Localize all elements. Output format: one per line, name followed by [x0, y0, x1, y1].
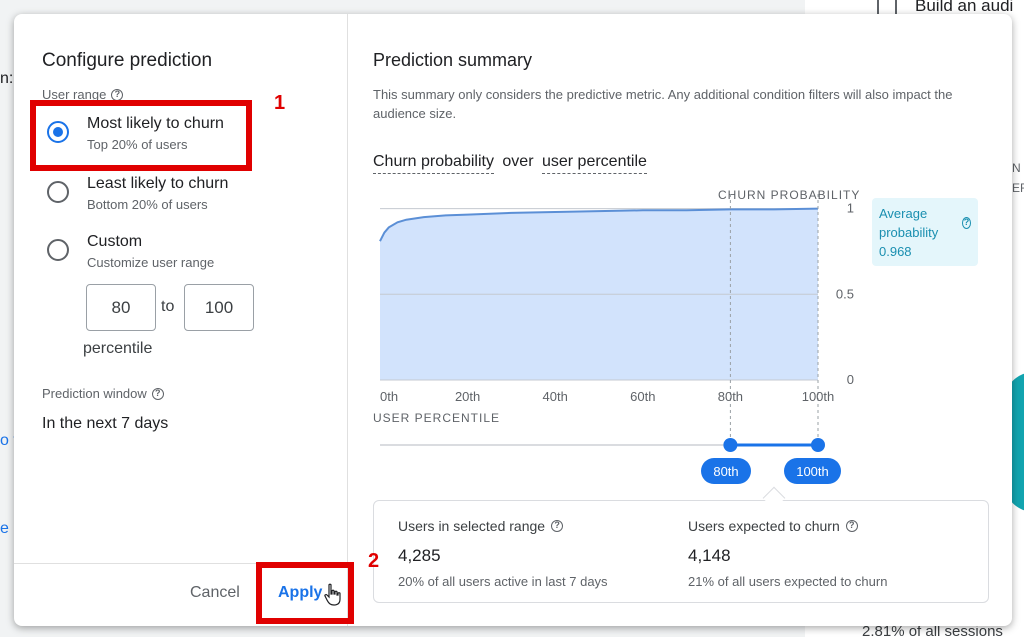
apply-button[interactable]: Apply — [278, 584, 323, 601]
stat-label: Users in selected range — [398, 518, 546, 534]
to-text: to — [161, 298, 175, 315]
option-most-likely[interactable]: Most likely to churn Top 20% of users — [47, 115, 224, 152]
x-tick-label: 20th — [455, 389, 480, 404]
slider-high-label[interactable]: 100th — [784, 458, 841, 484]
percentile-text: percentile — [83, 340, 153, 357]
radio-least-likely[interactable] — [47, 181, 69, 203]
stats-card: Users in selected range ? 4,285 20% of a… — [373, 500, 989, 603]
prediction-window-label: Prediction window ? — [42, 386, 164, 401]
average-probability-box: Average probability ? 0.968 — [872, 198, 978, 266]
stat-sub: 20% of all users active in last 7 days — [398, 574, 608, 589]
x-tick-label: 0th — [380, 389, 398, 404]
background-sessions-text: 2.81% of all sessions — [862, 623, 1003, 637]
churn-chart: 0 0.5 1 0th 20th 40th 60th 80th 100th — [379, 194, 854, 452]
configure-title: Configure prediction — [42, 50, 213, 71]
summary-description: This summary only considers the predicti… — [373, 87, 953, 121]
footer-divider — [14, 563, 348, 564]
chart-title-metric[interactable]: Churn probability — [373, 153, 494, 174]
annotation-number-2: 2 — [368, 550, 380, 572]
radio-most-likely[interactable] — [47, 121, 69, 143]
custom-from-input[interactable]: 80 — [86, 284, 156, 331]
annotation-box-2 — [256, 562, 354, 624]
help-icon[interactable]: ? — [845, 520, 858, 532]
prediction-dialog: Configure prediction User range ? Most l… — [14, 14, 1012, 626]
hand-cursor-icon — [324, 583, 341, 606]
help-icon[interactable]: ? — [551, 520, 564, 532]
chart-title-over: over — [502, 153, 534, 170]
annotation-number-1: 1 — [274, 92, 286, 114]
chart-title-dimension[interactable]: user percentile — [541, 153, 647, 174]
background-left-text: n: — [0, 70, 14, 87]
stat-value: 4,285 — [398, 546, 441, 565]
chart-title: Churn probability over user percentile — [373, 153, 647, 174]
option-sub: Top 20% of users — [87, 137, 188, 152]
option-label: Most likely to churn — [87, 115, 224, 132]
stat-users-churn: Users expected to churn ? 4,148 21% of a… — [688, 518, 887, 589]
average-probability-value: 0.968 — [879, 244, 912, 259]
slider-high-handle[interactable] — [811, 438, 825, 452]
prediction-window-value: In the next 7 days — [42, 415, 169, 432]
stat-label: Users expected to churn — [688, 518, 840, 534]
configure-pane: Configure prediction User range ? Most l… — [14, 14, 348, 626]
cancel-button[interactable]: Cancel — [190, 584, 240, 601]
custom-to-input[interactable]: 100 — [184, 284, 254, 331]
option-least-likely[interactable]: Least likely to churn Bottom 20% of user… — [47, 175, 228, 212]
slider-low-handle[interactable] — [723, 438, 738, 452]
option-label: Custom — [87, 233, 143, 250]
prediction-window-label-text: Prediction window — [42, 386, 147, 401]
user-range-label-text: User range — [42, 87, 107, 102]
radio-custom[interactable] — [47, 239, 69, 261]
help-icon[interactable]: ? — [961, 217, 971, 229]
x-tick-label: 40th — [543, 389, 568, 404]
summary-title: Prediction summary — [373, 50, 533, 70]
option-custom[interactable]: Custom Customize user range — [47, 233, 214, 270]
option-sub: Customize user range — [87, 255, 215, 270]
churn-probability-axis-label: CHURN PROBABILITY — [718, 188, 861, 202]
stat-value: 4,148 — [688, 546, 731, 565]
x-tick-label: 80th — [718, 389, 743, 404]
y-tick-label: 0 — [847, 372, 854, 387]
background-left-link-2[interactable]: e — [0, 520, 9, 537]
user-percentile-axis-label: USER PERCENTILE — [373, 411, 501, 425]
slider-low-label[interactable]: 80th — [701, 458, 751, 484]
annotation-box-1 — [30, 100, 252, 171]
y-tick-label: 1 — [847, 201, 854, 216]
y-tick-label: 0.5 — [836, 286, 854, 301]
background-build-audience-text: Build an audi — [915, 0, 1014, 15]
background-left-link[interactable]: o t — [0, 432, 18, 449]
x-tick-label: 100th — [802, 389, 835, 404]
average-probability-label: Average probability — [879, 206, 939, 240]
help-icon[interactable]: ? — [151, 387, 164, 400]
background-right-letters: N EF — [1012, 161, 1024, 195]
stat-sub: 21% of all users expected to churn — [688, 574, 888, 589]
option-sub: Bottom 20% of users — [87, 197, 208, 212]
churn-line — [379, 207, 819, 242]
option-label: Least likely to churn — [87, 175, 229, 192]
stat-users-in-range: Users in selected range ? 4,285 20% of a… — [398, 518, 608, 589]
x-tick-label: 60th — [630, 389, 655, 404]
